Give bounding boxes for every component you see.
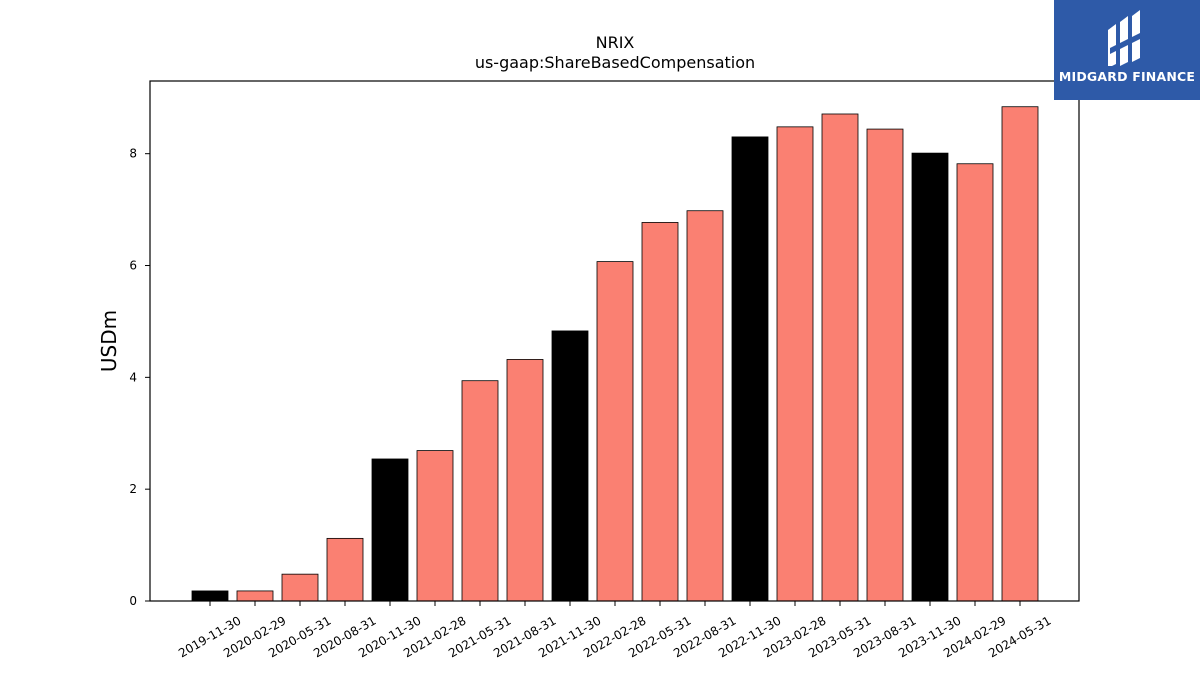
bar-2023-08-31 xyxy=(866,128,904,602)
bar-2023-11-30 xyxy=(911,152,949,602)
y-tick-label: 2 xyxy=(129,482,137,496)
bar-2021-08-31 xyxy=(506,359,544,602)
x-ticks-group: 2019-11-302020-02-292020-05-312020-08-31… xyxy=(176,601,1054,660)
bar-2019-11-30 xyxy=(191,590,229,602)
logo-text: MIDGARD FINANCE xyxy=(1058,69,1196,84)
bar-2022-05-31 xyxy=(641,222,679,602)
midgard-logo-icon xyxy=(1108,10,1142,66)
y-axis-label: USDm xyxy=(97,310,121,372)
plot-frame xyxy=(149,80,1080,602)
bar-2021-02-28 xyxy=(416,450,454,602)
y-tick-label: 8 xyxy=(129,147,137,161)
bar-2020-08-31 xyxy=(326,537,364,602)
bar-2022-08-31 xyxy=(686,210,724,602)
y-tick-label: 4 xyxy=(129,370,137,384)
bar-2024-02-29 xyxy=(956,163,994,602)
bar-2023-05-31 xyxy=(821,113,859,602)
y-ticks-group: 0 2 4 6 8 xyxy=(129,147,150,608)
bar-2021-05-31 xyxy=(461,380,499,602)
bar-2022-02-28 xyxy=(596,261,634,602)
bar-2020-02-29 xyxy=(236,590,274,602)
brand-logo: MIDGARD FINANCE xyxy=(1054,0,1200,100)
bar-2020-11-30 xyxy=(371,458,409,602)
bar-2024-05-31 xyxy=(1001,106,1039,602)
bar-2020-05-31 xyxy=(281,573,319,602)
y-tick-label: 0 xyxy=(129,594,137,608)
bar-2022-11-30 xyxy=(731,136,769,602)
bar-2021-11-30 xyxy=(551,330,589,602)
chart-title: NRIX xyxy=(596,33,635,52)
y-tick-label: 6 xyxy=(129,259,137,273)
bar-2023-02-28 xyxy=(776,126,814,602)
chart-subtitle: us-gaap:ShareBasedCompensation xyxy=(475,53,755,72)
bars-group xyxy=(191,106,1039,602)
